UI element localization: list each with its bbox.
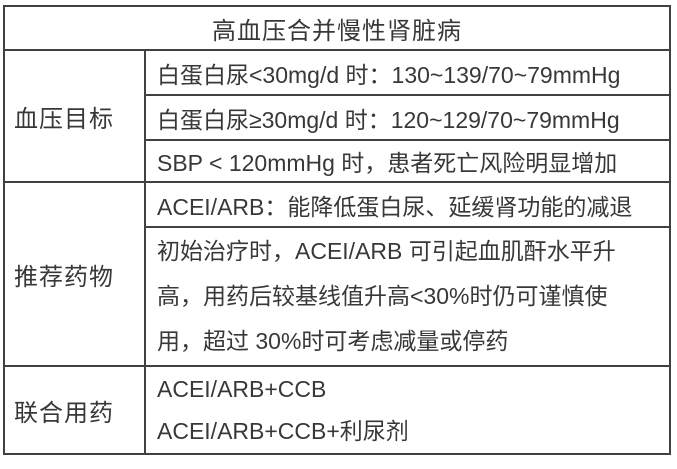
table-row: 初始治疗时，ACEI/ARB 可引起血肌酐水平升高，用药后较基线值升高<30%时… [4, 226, 671, 367]
cell-albuminuria-below-30: 白蛋白尿<30mg/d 时：130~139/70~79mmHg [144, 49, 671, 96]
table-title: 高血压合并慢性肾脏病 [3, 5, 671, 51]
clinical-table: 高血压合并慢性肾脏病 血压目标 白蛋白尿<30mg/d 时：130~139/70… [3, 5, 671, 455]
cell-combination-options: ACEI/ARB+CCB ACEI/ARB+CCB+利尿剂 [144, 365, 671, 455]
table-row: 白蛋白尿≥30mg/d 时：120~129/70~79mmHg [4, 94, 671, 141]
combination-option-acei-arb-ccb-diuretic: ACEI/ARB+CCB+利尿剂 [157, 418, 409, 444]
section-label-blood-pressure-target: 血压目标 [3, 49, 146, 183]
table-row: SBP < 120mmHg 时，患者死亡风险明显增加 [4, 139, 671, 183]
table-row: 联合用药 ACEI/ARB+CCB ACEI/ARB+CCB+利尿剂 [3, 365, 671, 455]
table-row: 推荐药物 ACEI/ARB：能降低蛋白尿、延缓肾功能的减退 [3, 181, 671, 367]
combination-option-acei-arb-ccb: ACEI/ARB+CCB [157, 376, 327, 402]
table-row: 血压目标 白蛋白尿<30mg/d 时：130~139/70~79mmHg [3, 49, 671, 183]
section-label-combination-therapy: 联合用药 [3, 365, 146, 455]
cell-albuminuria-at-least-30: 白蛋白尿≥30mg/d 时：120~129/70~79mmHg [144, 94, 671, 141]
section-label-recommended-drugs: 推荐药物 [3, 181, 146, 367]
cell-acei-arb-benefit: ACEI/ARB：能降低蛋白尿、延缓肾功能的减退 [144, 181, 671, 228]
header-row: 高血压合并慢性肾脏病 [3, 5, 671, 51]
cell-sbp-mortality-risk: SBP < 120mmHg 时，患者死亡风险明显增加 [144, 139, 671, 183]
cell-creatinine-caution: 初始治疗时，ACEI/ARB 可引起血肌酐水平升高，用药后较基线值升高<30%时… [144, 226, 671, 367]
